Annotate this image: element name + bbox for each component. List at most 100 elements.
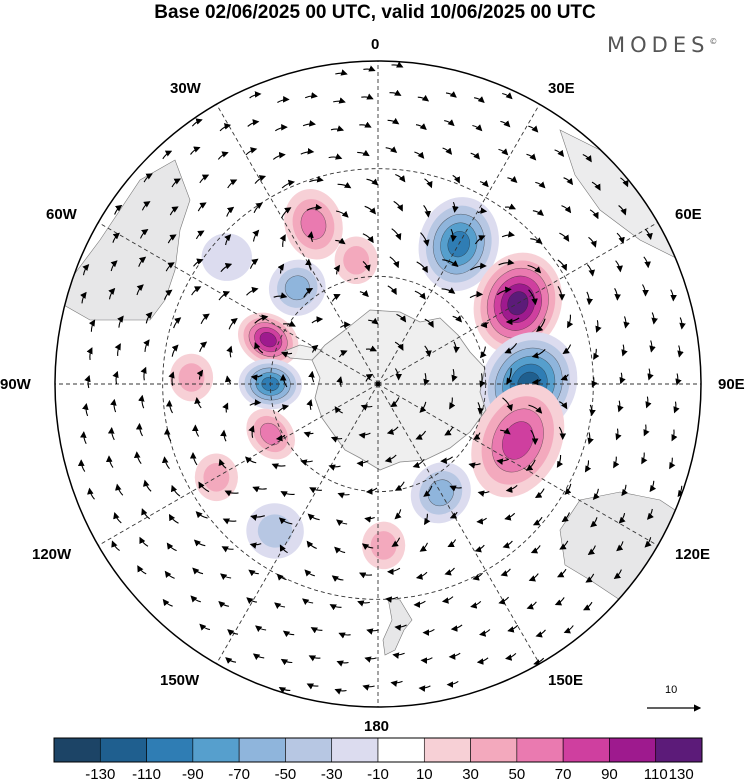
wind-vector [618, 512, 626, 524]
wind-vector [84, 374, 91, 389]
wind-vector [278, 687, 291, 694]
wind-vector [585, 573, 595, 583]
wind-vector [623, 316, 630, 329]
wind-vector [469, 290, 484, 299]
wind-vector [476, 517, 487, 525]
wind-vector [252, 229, 260, 242]
wind-vector [416, 261, 428, 274]
wind-vector [253, 202, 263, 214]
wind-vector [451, 368, 458, 382]
wind-vector [171, 344, 179, 357]
colorbar-tick-label: -110 [132, 766, 162, 783]
wind-vector [365, 487, 378, 495]
map-boundary [54, 60, 702, 708]
wind-vector [362, 260, 371, 272]
wind-vector [245, 456, 257, 464]
wind-vector [218, 458, 227, 469]
wind-vector [311, 316, 324, 324]
wind-vector [384, 454, 397, 463]
wind-vector [424, 513, 431, 526]
anomaly-contour [370, 531, 397, 560]
wind-vector [189, 452, 198, 466]
wind-vector [507, 176, 518, 183]
wind-vector [671, 429, 678, 442]
wind-vector [198, 481, 210, 493]
lon-label-60e: 60E [675, 206, 702, 223]
brand-text: MODES [607, 33, 710, 57]
colorbar-tick-label: -30 [320, 766, 343, 783]
wind-vector [280, 491, 295, 498]
wind-vector [82, 403, 89, 417]
wind-vector [562, 344, 572, 355]
anomaly-blob [169, 353, 214, 402]
wind-vector [450, 624, 463, 632]
colorbar-swatch [562, 737, 610, 763]
lon-label-120w: 120W [32, 546, 72, 563]
wind-vector [218, 290, 231, 301]
wind-vector [192, 567, 204, 575]
wind-vector [595, 320, 602, 333]
wind-vector [138, 394, 145, 409]
wind-vector [496, 458, 509, 465]
wind-vector [391, 228, 402, 241]
wind-vector [331, 575, 344, 582]
wind-vector [337, 492, 350, 499]
wind-vector [143, 339, 150, 352]
wind-vector [535, 181, 546, 189]
wind-vectors [77, 61, 686, 695]
reference-vector-label: 10 [665, 684, 678, 696]
wind-vector [218, 600, 229, 608]
wind-vector [385, 596, 399, 603]
colorbar-tick-label: 130 [668, 766, 694, 783]
wind-vector [114, 343, 121, 356]
wind-vector [615, 428, 622, 441]
south-america-land [55, 159, 191, 321]
colorbar-swatch [53, 737, 101, 763]
wind-vector [423, 373, 430, 386]
wind-vector [252, 486, 267, 493]
wind-vector [359, 572, 373, 579]
wind-vector [112, 232, 120, 243]
wind-vector [303, 431, 314, 438]
colorbar-swatch [99, 737, 147, 763]
wind-vector [417, 94, 430, 102]
meridian-line [377, 383, 540, 664]
wind-vector [474, 544, 485, 553]
wind-vector [82, 263, 90, 276]
wind-vector [526, 601, 537, 610]
wind-vector [644, 228, 653, 240]
wind-vector [110, 398, 117, 413]
wind-vector [173, 317, 182, 329]
wind-vector [502, 540, 513, 549]
wind-vector [117, 315, 124, 328]
wind-vector [359, 121, 372, 128]
wind-vector [220, 263, 233, 273]
wind-vector [395, 173, 406, 183]
wind-vector [420, 657, 433, 664]
wind-vector [304, 569, 315, 577]
wind-vector [338, 350, 348, 358]
colorbar-tick-label: -90 [182, 766, 204, 783]
wind-vector [528, 289, 538, 306]
wind-vector [361, 93, 374, 100]
colorbar-tick-label: -70 [228, 766, 250, 783]
wind-vector [452, 174, 460, 184]
wind-vector [365, 373, 374, 382]
wind-vector [309, 487, 322, 494]
wind-vector [306, 540, 317, 550]
wind-vector [282, 630, 295, 638]
wind-vector [385, 146, 398, 154]
wind-vector [589, 209, 599, 220]
wind-vector [561, 512, 571, 523]
wind-vector [528, 573, 539, 582]
wind-vector [526, 153, 537, 161]
wind-vector [390, 680, 403, 687]
wind-vector [643, 256, 651, 269]
wind-vector [504, 203, 516, 210]
wind-vector [364, 205, 376, 215]
wind-vector [164, 570, 175, 579]
colorbar-tick-label: 90 [601, 766, 618, 783]
wind-vector [554, 149, 565, 157]
wind-vector [441, 287, 456, 294]
wind-vector [77, 459, 86, 472]
